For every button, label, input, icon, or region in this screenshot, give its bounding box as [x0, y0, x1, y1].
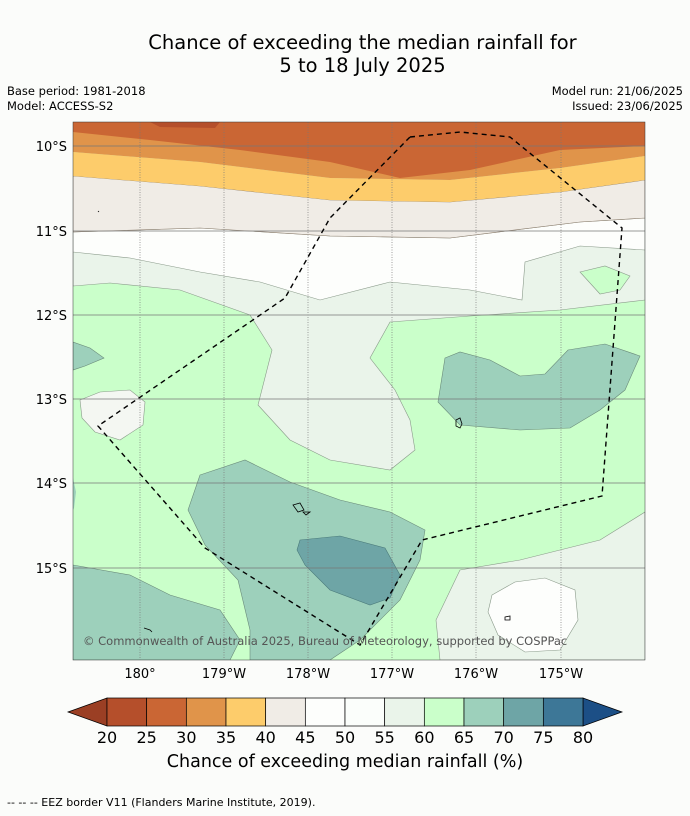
colorbar-tick-label: 35 [216, 728, 236, 747]
region-60-65-east [579, 265, 631, 295]
region-50-55-west [79, 389, 146, 441]
meta-right: Model run: 21/06/2025 Issued: 23/06/2025 [552, 84, 683, 114]
colorbar-segment [542, 697, 584, 727]
region-65-70-southwest [73, 564, 241, 660]
lat-axis: 10°S 11°S 12°S 13°S 14°S 15°S [36, 140, 67, 577]
colorbar-tick-label: 55 [374, 728, 394, 747]
lon-label: 175°W [539, 667, 583, 682]
lon-axis: 180° 179°W 178°W 177°W 176°W 175°W [124, 667, 583, 682]
colorbar-segment [503, 697, 544, 727]
copyright-text: © Commonwealth of Australia 2025, Bureau… [83, 634, 567, 648]
colorbar-segment [463, 697, 505, 727]
colorbar-tick-label: 40 [255, 728, 275, 747]
colorbar-segment [146, 697, 187, 727]
colorbar-segment [384, 697, 425, 727]
title-line-1: Chance of exceeding the median rainfall … [148, 31, 577, 54]
lat-label: 13°S [36, 393, 67, 408]
colorbar-segment [265, 697, 306, 727]
footnote: -- -- -- EEZ border V11 (Flanders Marine… [7, 796, 316, 809]
region-65-70-east [437, 343, 641, 431]
colorbar-tick-label: 20 [97, 728, 117, 747]
colorbar-label: Chance of exceeding median rainfall (%) [166, 752, 524, 772]
lat-label: 15°S [36, 562, 67, 577]
islands [97, 210, 511, 633]
lon-label: 178°W [286, 667, 330, 682]
region-70-75 [296, 535, 401, 606]
colorbar-tick-label: 60 [414, 728, 434, 747]
chart-title: Chance of exceeding the median rainfall … [0, 31, 690, 77]
map-plot-area: © Commonwealth of Australia 2025, Bureau… [73, 122, 645, 660]
lon-label: 176°W [454, 667, 498, 682]
eez-border [96, 131, 623, 646]
lon-label: 177°W [370, 667, 414, 682]
colorbar-tick-label: 30 [176, 728, 196, 747]
lat-label: 10°S [36, 140, 67, 155]
issued-date: Issued: 23/06/2025 [572, 99, 683, 113]
gridlines [73, 122, 645, 660]
meta-left: Base period: 1981-2018 Model: ACCESS-S2 [7, 84, 146, 114]
colorbar-segment [344, 697, 386, 727]
model-run: Model run: 21/06/2025 [551, 84, 683, 98]
colorbar-extend-low [66, 697, 108, 727]
lat-label: 11°S [36, 225, 67, 240]
region-35-40 [73, 152, 645, 202]
colorbar-tick-label: 75 [533, 728, 553, 747]
colorbar-tick-label: 45 [295, 728, 315, 747]
colorbar-segment [225, 697, 267, 727]
colorbar-segment [185, 697, 227, 727]
colorbar-segment [423, 697, 465, 727]
title-line-2: 5 to 18 July 2025 [279, 54, 446, 77]
colorbar-segment [304, 697, 346, 727]
colorbar-tick-label: 25 [136, 728, 156, 747]
region-65-70-edge [73, 478, 76, 510]
colorbar-tick-label: 70 [493, 728, 513, 747]
colorbar-extend-high [582, 697, 624, 727]
region-20-25 [150, 122, 220, 128]
lat-label: 14°S [36, 477, 67, 492]
lat-label: 12°S [36, 309, 67, 324]
colorbar-tick-label: 80 [573, 728, 593, 747]
colorbar: 20 25 30 35 40 45 50 55 60 65 70 75 80 [66, 697, 624, 747]
region-50-55-southeast [487, 577, 579, 653]
base-period: Base period: 1981-2018 [7, 84, 146, 98]
lon-label: 180° [124, 667, 155, 682]
lon-label: 179°W [202, 667, 246, 682]
colorbar-segment [106, 697, 148, 727]
colorbar-tick-label: 50 [335, 728, 355, 747]
model-name: Model: ACCESS-S2 [7, 99, 114, 113]
colorbar-tick-label: 65 [454, 728, 474, 747]
map-frame [72, 121, 646, 661]
map-figure: © Commonwealth of Australia 2025, Bureau… [36, 121, 646, 747]
region-65-70-west [73, 341, 105, 371]
